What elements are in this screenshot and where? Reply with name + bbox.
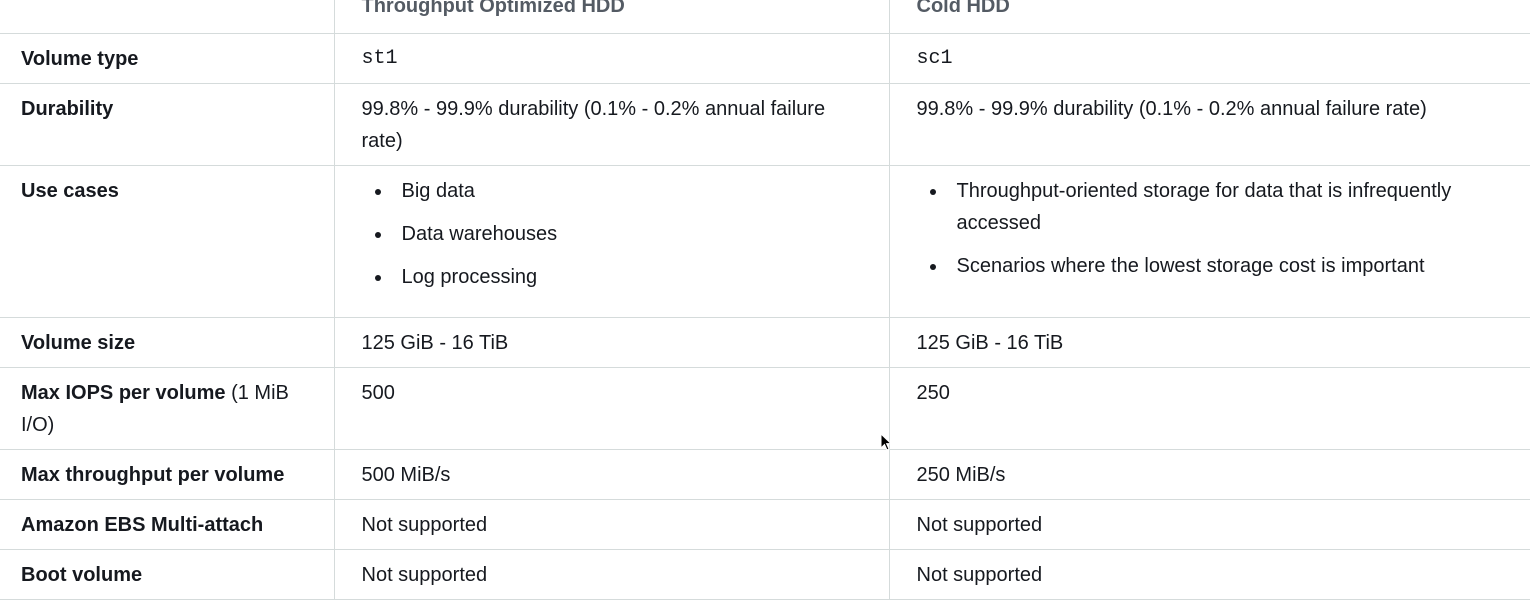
row-label-multi-attach: Amazon EBS Multi-attach xyxy=(0,499,335,550)
list-item: Big data xyxy=(374,175,869,207)
header-row: Throughput Optimized HDD Cold HDD xyxy=(0,0,1530,34)
st1-max-throughput: 500 MiB/s xyxy=(333,449,890,500)
max-iops-io-size-note: (1 MiB I/O) xyxy=(21,382,289,436)
header-empty-cell xyxy=(0,0,335,34)
list-item: Log processing xyxy=(374,261,869,293)
st1-max-iops: 500 xyxy=(333,367,890,450)
list-item: Scenarios where the lowest storage cost … xyxy=(929,250,1520,282)
table-row-boot-volume: Boot volume Not supported Not supported xyxy=(0,549,1530,600)
st1-volume-size: 125 GiB - 16 TiB xyxy=(333,317,890,368)
table-row-multi-attach: Amazon EBS Multi-attach Not supported No… xyxy=(0,499,1530,550)
sc1-multi-attach: Not supported xyxy=(888,499,1530,550)
row-label-volume-size: Volume size xyxy=(0,317,335,368)
sc1-volume-size: 125 GiB - 16 TiB xyxy=(888,317,1530,368)
st1-boot-volume: Not supported xyxy=(333,549,890,600)
row-label-boot-volume: Boot volume xyxy=(0,549,335,600)
header-cold-hdd: Cold HDD xyxy=(889,0,1530,34)
sc1-use-case-list: Throughput-oriented storage for data tha… xyxy=(917,175,1520,282)
st1-multi-attach: Not supported xyxy=(333,499,890,550)
header-throughput-optimized-hdd: Throughput Optimized HDD xyxy=(334,0,890,34)
table-row-durability: Durability 99.8% - 99.9% durability (0.1… xyxy=(0,83,1530,166)
table-row-use-cases: Use cases Big data Data warehouses Log p… xyxy=(0,165,1530,318)
row-label-max-throughput: Max throughput per volume xyxy=(0,449,335,500)
list-item: Data warehouses xyxy=(374,218,869,250)
st1-use-cases: Big data Data warehouses Log processing xyxy=(333,165,890,318)
sc1-volume-type: sc1 xyxy=(888,33,1530,84)
sc1-max-iops: 250 xyxy=(888,367,1530,450)
row-label-max-iops: Max IOPS per volume (1 MiB I/O) xyxy=(0,367,335,450)
sc1-durability: 99.8% - 99.9% durability (0.1% - 0.2% an… xyxy=(888,83,1530,166)
table-row-volume-size: Volume size 125 GiB - 16 TiB 125 GiB - 1… xyxy=(0,317,1530,368)
table-row-max-throughput: Max throughput per volume 500 MiB/s 250 … xyxy=(0,449,1530,500)
mouse-pointer-icon xyxy=(880,433,892,451)
row-label-use-cases: Use cases xyxy=(0,165,335,318)
sc1-use-cases: Throughput-oriented storage for data tha… xyxy=(888,165,1530,318)
table-row-max-iops: Max IOPS per volume (1 MiB I/O) 500 250 xyxy=(0,367,1530,450)
sc1-max-throughput: 250 MiB/s xyxy=(888,449,1530,500)
max-iops-label: Max IOPS per volume xyxy=(21,382,226,404)
row-label-durability: Durability xyxy=(0,83,335,166)
row-label-volume-type: Volume type xyxy=(0,33,335,84)
st1-use-case-list: Big data Data warehouses Log processing xyxy=(362,175,869,293)
st1-volume-type: st1 xyxy=(333,33,890,84)
st1-durability: 99.8% - 99.9% durability (0.1% - 0.2% an… xyxy=(333,83,890,166)
list-item: Throughput-oriented storage for data tha… xyxy=(929,175,1520,239)
sc1-boot-volume: Not supported xyxy=(888,549,1530,600)
table-row-volume-type: Volume type st1 sc1 xyxy=(0,33,1530,84)
table-header: Throughput Optimized HDD Cold HDD xyxy=(0,0,1530,34)
